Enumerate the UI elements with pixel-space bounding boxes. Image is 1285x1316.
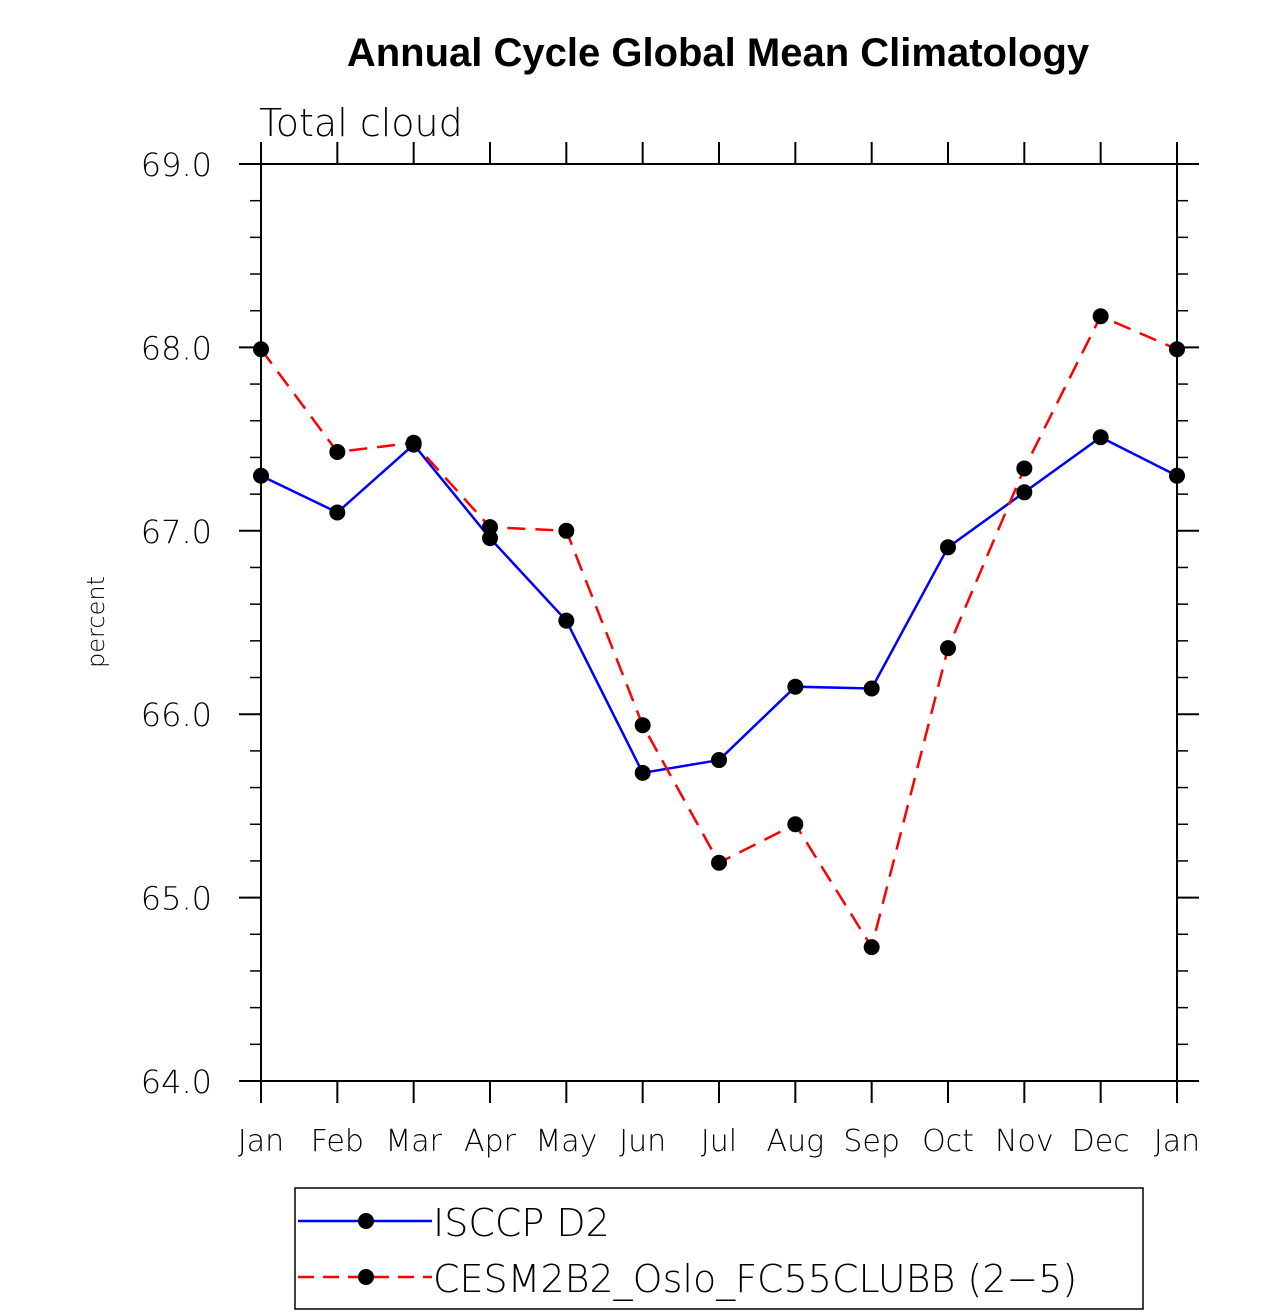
x-tick-label: Dec: [1072, 1124, 1130, 1159]
data-point-s0-7: [787, 678, 804, 695]
data-point-s0-1: [329, 504, 346, 521]
y-tick-label: 69.0: [141, 146, 212, 184]
y-tick-label: 65.0: [141, 880, 212, 918]
data-point-s1-5: [634, 717, 651, 734]
data-point-s0-9: [940, 539, 956, 556]
data-point-s0-0: [253, 467, 269, 484]
x-tick-label: Feb: [311, 1124, 364, 1159]
data-point-s0-3: [482, 530, 498, 547]
legend-label-1: CESM2B2_Oslo_FC55CLUBB (2−5): [433, 1257, 1077, 1302]
data-point-s0-5: [634, 764, 651, 781]
data-point-s0-8: [863, 680, 880, 697]
chart-subtitle: Total cloud: [259, 101, 463, 145]
plot-frame: [260, 163, 1178, 1082]
x-tick-label: Mar: [385, 1124, 442, 1159]
y-tick-label: 66.0: [141, 696, 212, 734]
x-tick-label: Nov: [995, 1124, 1054, 1159]
legend-box: [294, 1187, 1144, 1310]
data-point-s0-4: [558, 612, 575, 629]
data-point-s0-10: [1016, 484, 1033, 501]
data-point-s1-10: [1016, 460, 1033, 477]
legend: ISCCP D2 CESM2B2_Oslo_FC55CLUBB (2−5): [294, 1187, 1144, 1310]
y-axis-label: percent: [82, 576, 110, 668]
legend-marker-1: [358, 1269, 374, 1285]
data-point-s1-1: [329, 443, 346, 460]
data-point-s1-7: [787, 816, 804, 833]
y-tick-label: 68.0: [141, 329, 212, 367]
axes: 64.0 65.0 66.0 67.0 68.0 69.0 Jan Feb Mar Apr May J…: [141, 142, 1200, 1159]
data-point-s0-6: [711, 752, 727, 769]
data-point-s1-8: [863, 939, 880, 956]
data-point-s0-11: [1092, 429, 1109, 446]
data-point-s1-6: [711, 854, 727, 871]
legend-marker-0: [358, 1213, 374, 1229]
series-line-1: [259, 314, 1178, 951]
data-point-s1-12: [1169, 341, 1185, 358]
series-line-0: [260, 435, 1178, 775]
x-tick-label: May: [535, 1124, 597, 1159]
legend-label-0: ISCCP D2: [433, 1201, 610, 1245]
x-tick-label: Jul: [701, 1124, 737, 1159]
data-point-s1-3: [482, 519, 498, 536]
x-tick-label: Jan: [1154, 1124, 1200, 1159]
data-point-s1-9: [940, 640, 956, 657]
x-tick-label: Jun: [619, 1124, 666, 1159]
series-layer: [253, 308, 1185, 956]
data-point-s1-2: [405, 434, 422, 451]
x-tick-label: Jan: [238, 1124, 284, 1159]
data-point-s1-4: [558, 522, 575, 539]
x-tick-label: Apr: [464, 1124, 517, 1159]
y-tick-label: 67.0: [141, 513, 212, 551]
data-point-s0-12: [1169, 467, 1185, 484]
data-point-s1-11: [1092, 308, 1109, 325]
x-tick-label: Sep: [843, 1124, 900, 1159]
data-point-s1-0: [253, 341, 269, 358]
y-tick-label: 64.0: [141, 1063, 212, 1101]
chart-title: Annual Cycle Global Mean Climatology: [347, 31, 1090, 75]
x-tick-label: Oct: [922, 1124, 974, 1159]
x-tick-label: Aug: [767, 1124, 825, 1159]
